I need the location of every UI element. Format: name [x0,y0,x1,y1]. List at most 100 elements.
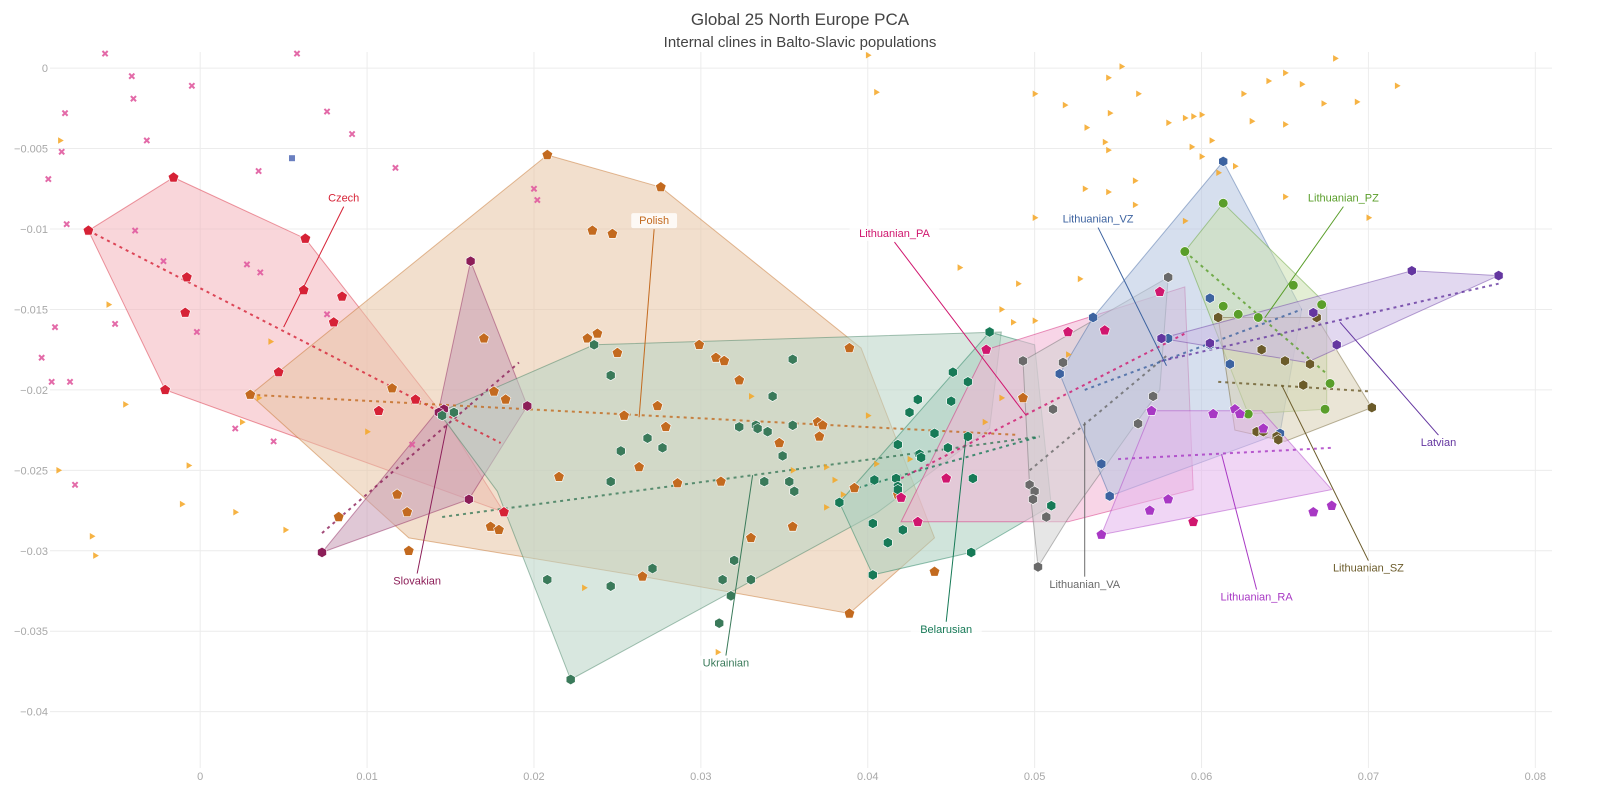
data-point [1233,309,1244,320]
data-point [1407,265,1417,277]
data-point [1133,418,1143,430]
x-tick-label: 0 [197,771,203,783]
data-point [1218,198,1229,209]
data-point [586,224,599,236]
data-point [928,565,941,577]
data-point [1324,378,1336,389]
data-point [1273,434,1284,446]
data-point [1062,326,1074,337]
data-point [715,648,722,656]
data-point [1106,74,1112,81]
data-point [1241,90,1248,98]
data-point [832,476,839,484]
data-point [843,342,856,353]
data-point [288,155,295,162]
data-point [386,382,398,394]
label-lithuanian-ra: Lithuanian_RA [1221,592,1294,604]
data-point [1283,193,1289,201]
data-point [946,395,957,407]
x-tick-label: 0.02 [523,771,544,783]
data-point [71,481,79,489]
data-point [589,339,599,351]
label-leader-polish [638,229,655,418]
data-point [159,383,171,395]
data-point [188,82,196,90]
data-point [789,485,800,497]
data-point [1166,119,1172,127]
x-tick-label: 0.03 [690,771,711,783]
data-point [1077,275,1084,283]
data-point [1233,162,1239,170]
data-point [1119,63,1126,70]
data-point [655,181,667,192]
data-point [1048,403,1058,415]
data-point [465,255,476,267]
data-point [1367,402,1377,414]
data-point [268,338,275,345]
data-point [1062,101,1069,109]
data-point [1321,100,1328,107]
data-point [1394,82,1401,90]
data-point [1096,458,1107,470]
data-point [484,520,497,532]
label-leader-belarusian [945,434,967,622]
data-point [767,390,778,402]
data-point [1082,185,1089,193]
data-point [647,562,658,575]
data-point [813,430,826,442]
label-leader-latvian [1339,321,1439,436]
data-point [542,574,553,586]
data-point [1493,270,1504,282]
data-point [787,353,798,365]
data-point [904,406,915,418]
label-polish: Polish [639,215,669,227]
y-tick-label: −0.035 [14,626,48,638]
data-point [1333,55,1339,62]
data-point [299,232,312,244]
x-tick-label: 0.05 [1024,771,1045,783]
data-point [1234,408,1246,419]
data-point [130,95,137,102]
data-point [1213,311,1223,324]
data-point [1253,312,1264,323]
data-point [181,271,193,283]
data-point [843,607,856,619]
data-point [493,523,505,535]
data-point [1366,214,1373,221]
label-lithuanian-sz: Lithuanian_SZ [1333,563,1404,575]
data-point [1199,111,1206,118]
data-points [38,50,1504,686]
data-point [948,366,958,378]
data-point [834,496,845,509]
y-tick-label: −0.015 [14,304,48,316]
data-point [897,524,908,536]
data-point [1095,528,1108,540]
data-point [403,544,415,556]
data-point [449,406,459,418]
label-bg-polish [631,213,678,229]
data-point [907,455,914,463]
data-point [606,227,619,239]
data-point [58,148,65,156]
data-point [1106,188,1112,196]
data-point [522,400,533,412]
data-point [111,320,119,328]
data-point [186,462,193,469]
label-bg-belarusian [910,621,982,637]
data-point [1326,499,1338,511]
data-point [1106,146,1112,154]
data-point [101,50,109,57]
data-point [499,393,512,405]
data-point [179,500,186,508]
data-point [1283,121,1289,128]
data-point [1216,169,1222,176]
data-point [1218,301,1229,312]
label-slovakian: Slovakian [393,576,441,588]
data-point [1032,90,1039,98]
data-point [1018,355,1028,367]
data-point [980,343,992,355]
data-point [1191,113,1197,120]
data-point [1218,155,1228,167]
label-leader-lithuanian-pa [894,241,1027,416]
